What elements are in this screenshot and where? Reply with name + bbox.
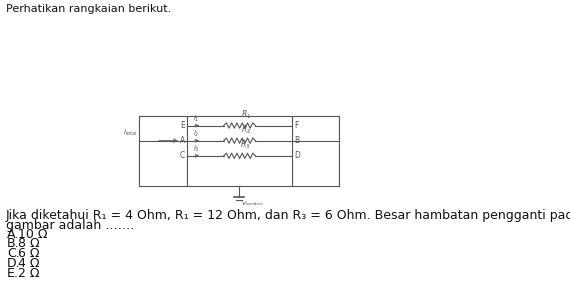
Text: $R_3$: $R_3$ bbox=[241, 139, 251, 151]
Text: 6 Ω: 6 Ω bbox=[18, 247, 39, 260]
Text: B: B bbox=[294, 136, 299, 145]
Text: E.: E. bbox=[7, 267, 19, 280]
Text: Perhatikan rangkaian berikut.: Perhatikan rangkaian berikut. bbox=[6, 4, 171, 14]
Text: $I_{total}$: $I_{total}$ bbox=[123, 128, 138, 139]
FancyBboxPatch shape bbox=[4, 229, 47, 239]
Text: D.: D. bbox=[7, 257, 21, 270]
Text: 8 Ω: 8 Ω bbox=[18, 237, 40, 250]
Text: A.: A. bbox=[7, 228, 19, 241]
FancyBboxPatch shape bbox=[4, 239, 47, 249]
Text: 4 Ω: 4 Ω bbox=[18, 257, 39, 270]
FancyBboxPatch shape bbox=[4, 249, 47, 259]
Text: A: A bbox=[180, 136, 185, 145]
FancyBboxPatch shape bbox=[4, 269, 47, 278]
Text: 2 Ω: 2 Ω bbox=[18, 267, 39, 280]
Text: B.: B. bbox=[7, 237, 19, 250]
Text: $i_2$: $i_2$ bbox=[193, 129, 200, 139]
Text: D: D bbox=[294, 151, 300, 160]
Text: $R_2$: $R_2$ bbox=[241, 124, 251, 136]
FancyBboxPatch shape bbox=[4, 259, 47, 268]
Text: gambar adalah …….: gambar adalah ……. bbox=[6, 219, 135, 232]
Text: Jika diketahui R₁ = 4 Ohm, R₁ = 12 Ohm, dan R₃ = 6 Ohm. Besar hambatan pengganti: Jika diketahui R₁ = 4 Ohm, R₁ = 12 Ohm, … bbox=[6, 209, 570, 222]
Text: F: F bbox=[294, 121, 298, 130]
Text: E: E bbox=[181, 121, 185, 130]
Text: $V_{sumber}$: $V_{sumber}$ bbox=[242, 199, 264, 208]
Text: $i_1$: $i_1$ bbox=[193, 114, 200, 124]
Text: $R_1$: $R_1$ bbox=[241, 108, 251, 121]
Text: C: C bbox=[180, 151, 185, 160]
Text: 10 Ω: 10 Ω bbox=[18, 228, 47, 241]
Text: C.: C. bbox=[7, 247, 19, 260]
Text: $i_3$: $i_3$ bbox=[193, 144, 200, 154]
